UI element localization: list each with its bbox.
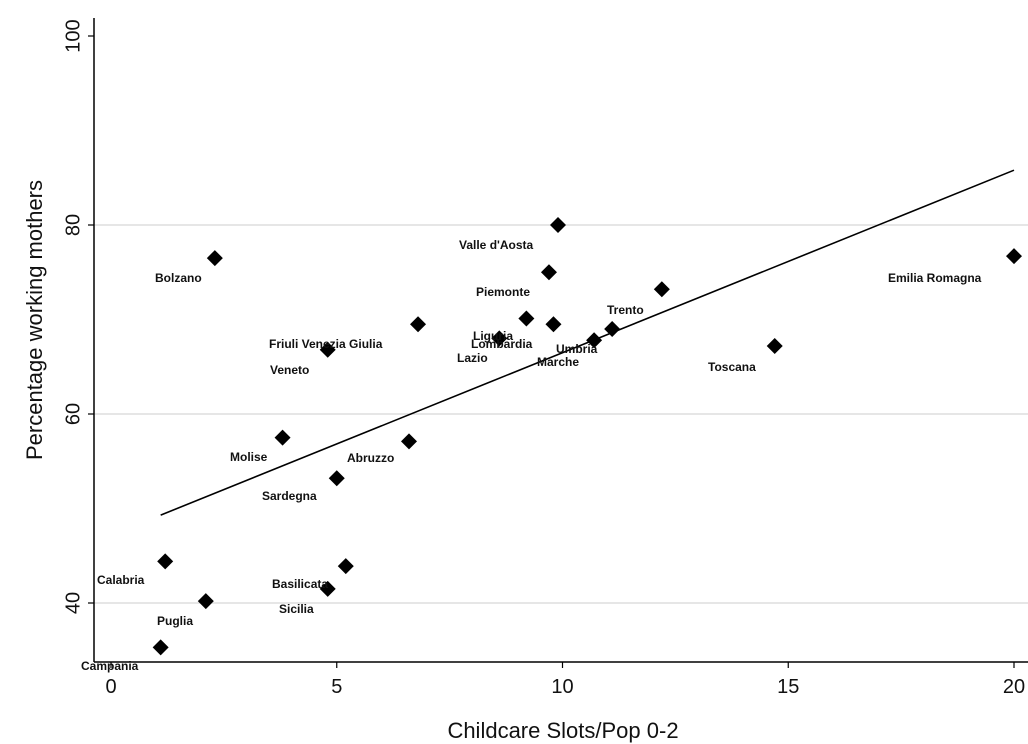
point-marker: [319, 341, 336, 358]
point-label: Calabria: [97, 573, 145, 587]
point-marker: [604, 320, 621, 337]
point-marker: [518, 310, 535, 327]
point-marker: [152, 639, 169, 656]
point-label: Trento: [607, 303, 644, 317]
x-tick-label: 15: [777, 676, 799, 698]
fit-line: [160, 169, 1015, 516]
point-marker: [540, 264, 557, 281]
point-marker: [206, 250, 223, 267]
point-marker: [274, 429, 291, 446]
point-label: Lazio: [457, 351, 488, 365]
point-marker: [586, 332, 603, 349]
y-tick-label: 100: [62, 19, 84, 52]
point-marker: [1006, 248, 1022, 265]
point-label: Lombardia: [471, 337, 533, 351]
axis-layer: [93, 18, 1028, 663]
point-label: Piemonte: [476, 285, 530, 299]
label-layer: Bolzano Valle d'Aosta Emilia Romagna Piemon…: [81, 238, 982, 673]
point-label: Friuli Venezia Giulia: [269, 337, 383, 351]
point-label: Umbria: [556, 342, 598, 356]
x-tick-label: 5: [331, 676, 342, 698]
point-label: Veneto: [270, 363, 309, 377]
point-label: Emilia Romagna: [888, 271, 982, 285]
fit-layer: [160, 169, 1015, 516]
x-tick-label: 10: [551, 676, 573, 698]
point-marker: [197, 593, 214, 610]
point-label: Molise: [230, 450, 268, 464]
point-label: Toscana: [708, 360, 756, 374]
point-marker: [400, 433, 417, 450]
point-marker: [491, 330, 508, 347]
x-tick-label: 0: [105, 676, 116, 698]
point-label: Liguria: [473, 329, 513, 343]
point-label: Sardegna: [262, 489, 317, 503]
x-axis-title: Childcare Slots/Pop 0-2: [447, 718, 678, 743]
y-tick-label: 60: [62, 403, 84, 425]
point-label: Valle d'Aosta: [459, 238, 534, 252]
point-marker: [319, 580, 336, 597]
point-label: Basilicata: [272, 577, 328, 591]
y-tick-label: 40: [62, 592, 84, 614]
point-marker: [766, 337, 783, 354]
point-label: Campania: [81, 659, 139, 673]
x-tick-label: 20: [1003, 676, 1025, 698]
marker-layer: [152, 217, 1022, 656]
point-marker: [549, 217, 566, 233]
point-marker: [653, 281, 670, 298]
point-label: Sicilia: [279, 602, 314, 616]
tick-layer: 40 60 80 100 0 5 10 15 20: [62, 19, 1025, 698]
point-label: Marche: [537, 355, 579, 369]
point-marker: [328, 470, 345, 487]
point-marker: [157, 553, 174, 570]
point-marker: [545, 316, 562, 333]
point-label: Bolzano: [155, 271, 202, 285]
y-tick-label: 80: [62, 214, 84, 236]
y-axis-title: Percentage working mothers: [22, 180, 47, 460]
point-label: Puglia: [157, 614, 193, 628]
point-marker: [337, 558, 354, 575]
point-marker: [410, 316, 427, 333]
point-label: Abruzzo: [347, 451, 394, 465]
